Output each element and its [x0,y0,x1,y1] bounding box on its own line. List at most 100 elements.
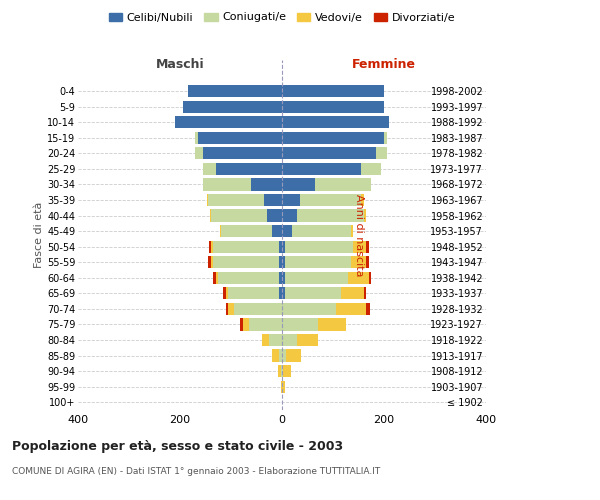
Bar [282,178,315,190]
Bar [298,210,364,222]
Bar [207,194,208,206]
Bar [283,365,290,377]
Bar [282,240,284,252]
Bar [366,303,370,315]
Bar [282,272,284,284]
Bar [209,210,211,222]
Bar [282,148,376,160]
Bar [361,163,382,175]
Bar [280,272,282,284]
Bar [213,272,216,284]
Bar [182,100,282,112]
Bar [266,210,282,222]
Bar [361,194,364,206]
Bar [282,288,284,300]
Bar [300,194,361,206]
Bar [282,380,284,392]
Text: Popolazione per età, sesso e stato civile - 2003: Popolazione per età, sesso e stato civil… [12,440,343,453]
Bar [282,163,361,175]
Bar [280,288,282,300]
Bar [284,272,348,284]
Bar [351,225,353,237]
Bar [282,100,384,112]
Bar [229,288,280,300]
Bar [229,303,233,315]
Bar [218,272,280,284]
Bar [282,318,318,330]
Bar [364,210,366,222]
Bar [353,240,366,252]
Bar [264,194,282,206]
Bar [292,225,351,237]
Bar [282,365,283,377]
Bar [223,288,226,300]
Bar [280,256,282,268]
Bar [282,116,389,128]
Bar [284,256,351,268]
Y-axis label: Fasce di età: Fasce di età [34,202,44,268]
Bar [233,303,282,315]
Text: Femmine: Femmine [352,58,416,71]
Bar [281,365,282,377]
Bar [351,256,366,268]
Bar [341,288,364,300]
Bar [198,132,282,144]
Bar [286,350,301,362]
Bar [282,350,286,362]
Bar [281,380,282,392]
Bar [203,163,216,175]
Bar [243,318,249,330]
Bar [282,256,284,268]
Bar [282,225,292,237]
Bar [282,85,384,97]
Bar [240,318,243,330]
Bar [175,116,282,128]
Bar [226,303,229,315]
Bar [284,288,341,300]
Bar [280,240,282,252]
Bar [262,334,269,346]
Bar [335,303,366,315]
Bar [216,163,282,175]
Bar [282,303,335,315]
Bar [348,272,369,284]
Bar [364,288,366,300]
Bar [298,334,318,346]
Text: Maschi: Maschi [155,58,205,71]
Bar [280,350,282,362]
Bar [203,148,282,160]
Bar [384,132,386,144]
Bar [282,132,384,144]
Bar [216,272,218,284]
Bar [226,288,229,300]
Bar [208,256,211,268]
Bar [209,240,211,252]
Bar [272,225,282,237]
Bar [220,225,221,237]
Legend: Celibi/Nubili, Coniugati/e, Vedovi/e, Divorziati/e: Celibi/Nubili, Coniugati/e, Vedovi/e, Di… [104,8,460,27]
Bar [282,210,298,222]
Bar [211,240,213,252]
Bar [315,178,371,190]
Bar [213,256,280,268]
Bar [188,85,282,97]
Bar [203,178,251,190]
Bar [366,256,369,268]
Bar [282,334,298,346]
Bar [208,194,264,206]
Text: COMUNE DI AGIRA (EN) - Dati ISTAT 1° gennaio 2003 - Elaborazione TUTTITALIA.IT: COMUNE DI AGIRA (EN) - Dati ISTAT 1° gen… [12,468,380,476]
Bar [318,318,346,330]
Bar [272,350,280,362]
Bar [269,334,282,346]
Bar [369,272,371,284]
Bar [376,148,386,160]
Bar [278,365,281,377]
Bar [195,132,198,144]
Bar [211,256,213,268]
Y-axis label: Anni di nascita: Anni di nascita [354,194,364,276]
Bar [196,148,203,160]
Bar [284,240,353,252]
Bar [213,240,280,252]
Bar [249,318,282,330]
Bar [366,240,369,252]
